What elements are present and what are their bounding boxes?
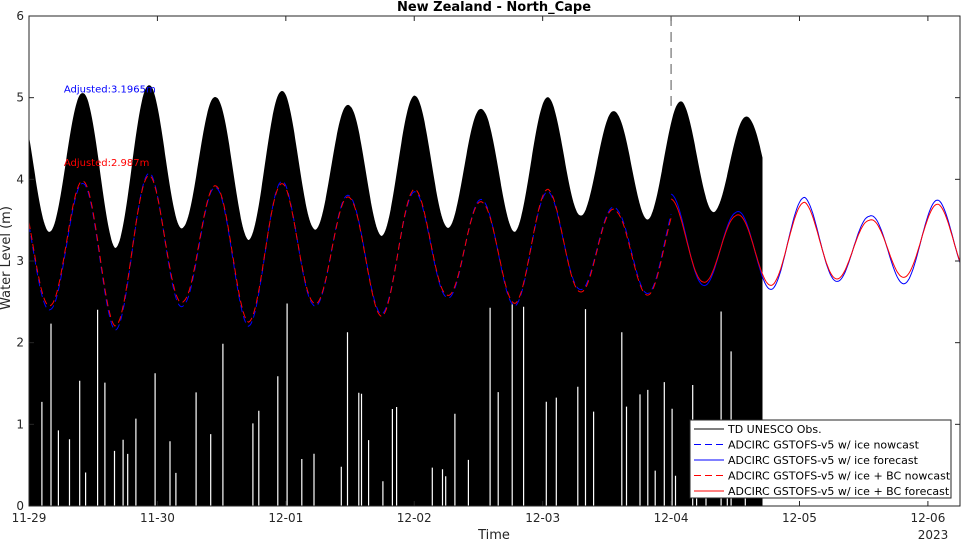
x-tick-label: 11-30 [140, 511, 175, 525]
peak-annotation: Adjusted:3.1965m [64, 85, 156, 96]
y-tick-label: 4 [16, 172, 24, 186]
y-tick-label: 0 [16, 499, 24, 513]
legend: TD UNESCO Obs. ADCIRC GSTOFS-v5 w/ ice no… [689, 419, 952, 499]
x-tick-label: 12-02 [397, 511, 432, 525]
annotations: Adjusted:3.1965m Adjusted:2.987m [64, 85, 156, 170]
y-tick-label: 6 [16, 9, 24, 23]
y-tick-label: 5 [16, 91, 24, 105]
y-axis-title: Water Level (m) [0, 206, 14, 310]
x-tick-label: 12-03 [525, 511, 560, 525]
peak-annotation: Adjusted:2.987m [64, 158, 150, 169]
x-tick-label: 12-05 [782, 511, 817, 525]
legend-entry: TD UNESCO Obs. [727, 423, 822, 436]
axes: 0 1 2 3 4 5 6 11-29 11-30 12-01 12-02 12-03 12-04 12-… [12, 9, 961, 525]
series-line-4 [670, 198, 961, 286]
y-tick-label: 1 [16, 417, 24, 431]
y-tick-label: 3 [16, 254, 24, 268]
chart-title: New Zealand - North_Cape [397, 0, 591, 15]
series-line-3 [28, 174, 672, 327]
legend-entry: ADCIRC GSTOFS-v5 w/ ice + BC nowcast [728, 470, 951, 483]
legend-entry: ADCIRC GSTOFS-v5 w/ ice nowcast [728, 439, 920, 452]
legend-entry: ADCIRC GSTOFS-v5 w/ ice + BC forecast [728, 485, 950, 498]
x-axis-title: Time [477, 528, 510, 541]
legend-entry: ADCIRC GSTOFS-v5 w/ ice forecast [728, 454, 919, 467]
observed-series [28, 85, 763, 507]
model-series [28, 172, 961, 331]
observed-envelope [28, 85, 763, 507]
x-tick-label: 11-29 [12, 511, 47, 525]
year-label: 2023 [918, 528, 949, 541]
x-tick-label: 12-06 [910, 511, 945, 525]
legend-box [689, 419, 952, 499]
y-tick-label: 2 [16, 336, 24, 350]
x-tick-label: 12-01 [268, 511, 303, 525]
x-tick-label: 12-04 [654, 511, 689, 525]
